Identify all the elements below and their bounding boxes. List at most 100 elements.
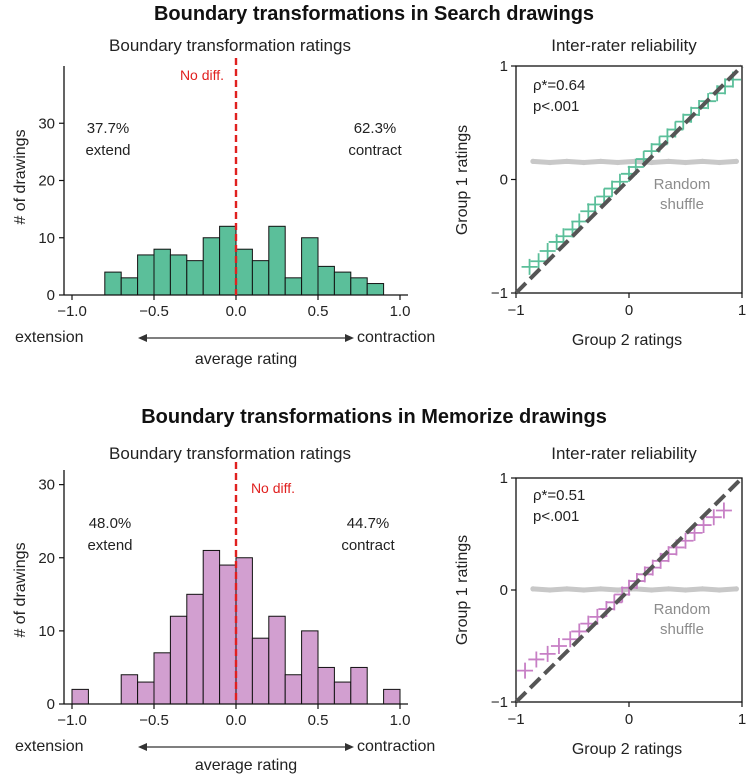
rel-search-subtitle: Inter-rater reliability [551,36,697,55]
hist-memorize-bar [137,681,155,705]
rel-memorize-shuffle-point [564,586,570,592]
hist-memorize-xlabel: average rating [195,757,297,774]
rel-memorize-xtick-label: 0 [625,711,633,728]
hist-search-xtick-label: 0.5 [308,303,329,320]
rel-search-shuffle-point [615,159,621,166]
hist-memorize-bar [153,652,171,705]
reliability-search: −1 0 1 −1 0 1 [491,58,746,319]
rel-search-shuffle-point [682,159,689,166]
hist-search-direction-arrow [138,334,354,342]
hist-memorize-bar [186,593,204,705]
hist-memorize-contract-label: contract [341,537,395,554]
rel-search-shuffle-point [733,158,739,164]
rel-search-ytick-label: 0 [500,172,508,189]
hist-memorize-ytick-label: 30 [38,477,55,494]
rel-search-shuffle-point [598,158,604,164]
hist-search-bar [317,265,335,296]
rel-memorize-shuffle-point [530,586,536,592]
hist-memorize-bar [219,564,237,705]
hist-memorize-extend-label: extend [87,537,132,554]
rel-memorize-xlabel: Group 2 ratings [572,741,682,758]
rel-search-shuffle-point [649,159,655,166]
rel-memorize-shuffle-point [716,587,723,593]
rel-search-shuffle-point [564,158,570,164]
histogram-search: 0 10 20 30 −1.0 −0.5 0.0 0.5 1.0 [38,58,410,320]
hist-memorize-xtick-label: 0.5 [308,712,329,729]
rel-memorize-rating-point [528,651,545,668]
hist-search-bar [366,283,385,296]
hist-search-ytick-label: 30 [38,115,55,132]
rel-memorize-rating-point [606,594,623,611]
rel-search-shuffle-2: shuffle [660,196,704,213]
rel-memorize-p: p<.001 [533,508,579,525]
rel-search-shuffle-1: Random [654,176,711,193]
rel-memorize-shuffle-1: Random [654,601,711,618]
hist-search-xtick-label: −0.5 [139,303,169,320]
rel-search-shuffle-point [547,159,553,166]
hist-memorize-xtick-label: 1.0 [390,712,411,729]
hist-memorize-bar [251,637,270,705]
hist-memorize-xtick-label: −0.5 [139,712,169,729]
rel-search-identity-line [514,64,744,295]
hist-memorize-xtick-label: −1.0 [57,712,87,729]
hist-search-bar [137,254,155,296]
rel-memorize-rating-point [562,631,579,648]
rel-memorize-rho: ρ*=0.51 [533,487,585,504]
hist-search-bar [251,260,270,296]
rel-search-xtick-label: −1 [507,302,524,319]
rel-search-ytick-label: 1 [500,58,508,75]
hist-search-ytick-label: 0 [47,287,55,304]
reliability-memorize: −1 0 1 −1 0 1 [491,470,746,728]
rel-memorize-identity-line [514,476,744,704]
hist-search-bar [169,254,188,296]
rel-memorize-shuffle-point [598,586,604,592]
hist-memorize-bar [169,615,188,705]
hist-search-extension-label: extension [15,329,84,346]
rel-memorize-shuffle-point [649,587,655,593]
hist-search-contract-label: contract [348,142,402,159]
rel-memorize-rating-point [705,509,722,526]
hist-memorize-nodiff-label: No diff. [251,480,295,496]
hist-memorize-xtick-label: 0.0 [226,712,247,729]
section-title-search: Boundary transformations in Search drawi… [154,3,594,25]
hist-search-bar [153,248,171,296]
hist-search-ytick-label: 10 [38,230,55,247]
rel-memorize-shuffle-point [615,587,621,593]
rel-search-shuffle-point [665,158,672,164]
hist-search-bar [202,237,221,296]
hist-search-xtick-label: −1.0 [57,303,87,320]
rel-search-rating-point [580,203,597,220]
rel-search-rating-point [521,258,538,275]
rel-search-shuffle-point [581,159,587,166]
hist-search-bar [219,225,237,296]
hist-search-xlabel: average rating [195,351,297,368]
hist-search-bar [284,277,303,296]
hist-search-bar [235,248,253,296]
hist-memorize-bar [268,615,286,705]
hist-memorize-bar [301,630,319,705]
hist-memorize-bar [202,549,221,705]
rel-memorize-ytick-label: −1 [491,694,508,711]
rel-memorize-ytick-label: 1 [500,470,508,487]
hist-memorize-bar [383,688,401,705]
rel-memorize-shuffle-2: shuffle [660,621,704,638]
hist-search-bar [104,271,122,296]
hist-memorize-ytick-label: 20 [38,550,55,567]
rel-search-xtick-label: 1 [738,302,746,319]
hist-memorize-ytick-label: 10 [38,623,55,640]
rel-search-xlabel: Group 2 ratings [572,332,682,349]
hist-memorize-bar [317,666,335,705]
rel-search-ylabel: Group 1 ratings [454,125,471,235]
section-title-memorize: Boundary transformations in Memorize dra… [141,406,607,428]
rel-search-shuffle-point [716,159,723,166]
hist-memorize-bar [284,674,303,705]
rel-search-ytick-label: −1 [491,285,508,302]
rel-memorize-shuffle-point [581,587,587,593]
rel-search-rho: ρ*=0.64 [533,77,585,94]
hist-search-xtick-label: 1.0 [390,303,411,320]
rel-search-shuffle-point [699,158,706,164]
rel-search-xtick-label: 0 [625,302,633,319]
hist-memorize-direction-arrow [138,743,354,751]
hist-search-contraction-label: contraction [357,329,435,346]
